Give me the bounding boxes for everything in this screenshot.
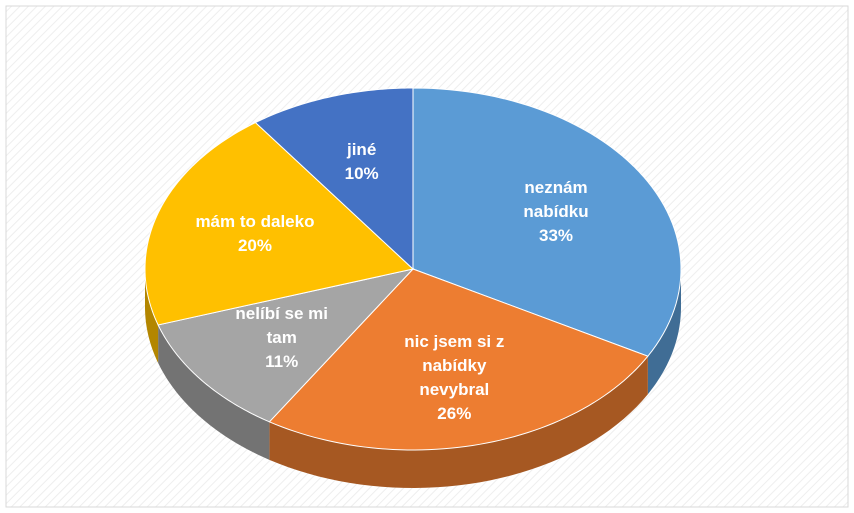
slice [254,87,414,271]
data-label: nic jsem si z nabídky nevybral 26% [389,330,519,426]
data-label: neznám nabídku 33% [506,176,606,248]
slice-name: neznám nabídku [523,177,589,221]
slice-percent: 20% [237,236,272,256]
slice [268,268,649,451]
data-label: nelíbí se mi tam 11% [222,302,342,374]
slice-percent: 10% [344,164,379,184]
slice-side [269,356,648,488]
slice-name: mám to daleko [195,212,315,232]
slice [157,268,415,423]
slice [412,87,682,357]
slice-side [647,269,681,395]
slice-side [145,269,159,363]
slice-percent: 33% [539,225,574,245]
data-label: mám to daleko 20% [180,210,330,258]
slice [144,121,415,326]
slice-side [158,324,270,460]
slice-name: jiné [346,140,377,160]
slice-name: nic jsem si z nabídky nevybral [404,331,505,399]
data-label: jiné 10% [332,138,392,186]
slice-percent: 11% [265,351,299,371]
slice-name: nelíbí se mi tam [235,303,328,347]
slice-percent: 26% [437,403,472,423]
